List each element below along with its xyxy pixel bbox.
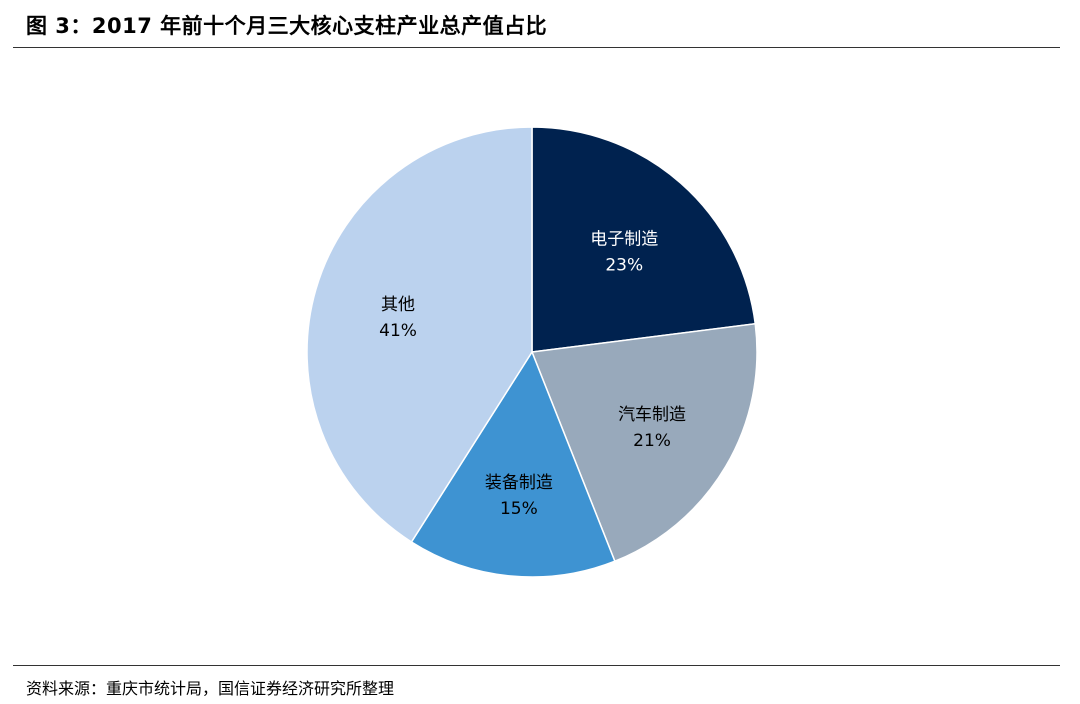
title-divider: [13, 47, 1060, 48]
pie-slices: [306, 126, 758, 578]
slice-label-percent-1: 21%: [633, 431, 671, 451]
slice-label-name-0: 电子制造: [590, 229, 658, 249]
slice-label-percent-2: 15%: [500, 499, 538, 519]
slice-label-name-2: 装备制造: [485, 473, 553, 493]
slice-label-name-3: 其他: [381, 295, 415, 315]
source-note: 资料来源：重庆市统计局，国信证券经济研究所整理: [26, 679, 395, 698]
slice-label-percent-3: 41%: [379, 321, 417, 341]
figure-title: 图 3：2017 年前十个月三大核心支柱产业总产值占比: [26, 14, 548, 38]
pie-slice-3: [306, 126, 533, 544]
pie-slice-0: [531, 126, 757, 353]
pie-slice-2: [410, 350, 616, 578]
source-divider: [13, 665, 1060, 666]
pie-labels: 电子制造 23% 汽车制造 21% 装备制造 15% 其他 41%: [379, 229, 686, 519]
slice-label-percent-0: 23%: [605, 255, 643, 275]
slice-label-name-1: 汽车制造: [618, 405, 686, 425]
pie-slice-1: [530, 322, 758, 563]
